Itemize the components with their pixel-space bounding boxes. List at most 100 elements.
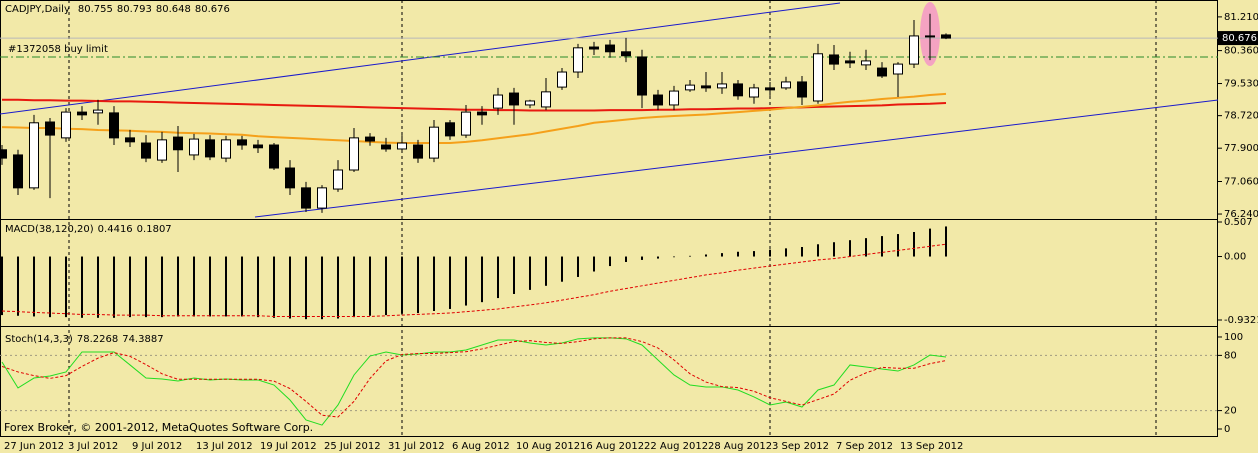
x-tick-label: 19 Jul 2012 [260, 441, 317, 452]
y-tick-label: 79.530 [1224, 79, 1258, 90]
footer: Forex Broker, © 2001-2012, MetaQuotes So… [4, 421, 313, 434]
candle-body [733, 83, 743, 97]
candle-body [365, 136, 375, 142]
candle-body [589, 46, 599, 50]
candle-body [797, 81, 807, 98]
candle-body [125, 137, 135, 143]
candle-body [925, 35, 935, 38]
candle-body [269, 144, 279, 169]
x-tick-label: 22 Aug 2012 [644, 441, 708, 452]
x-tick-label: 13 Jul 2012 [196, 441, 253, 452]
current-price: 80.676 [1222, 33, 1257, 44]
open: 80.755 [78, 4, 113, 15]
candle-body [941, 34, 951, 39]
x-tick-label: 3 Jul 2012 [68, 441, 118, 452]
candle-body [237, 139, 247, 146]
main-header: CADJPY,Daily 80.755 80.793 80.648 80.676 [5, 4, 230, 15]
candle-body [877, 67, 887, 77]
macd-header: MACD(38,120,20) 0.4416 0.1807 [5, 224, 172, 235]
candle-body [301, 187, 311, 209]
candle-body [253, 144, 263, 149]
low: 80.648 [156, 4, 191, 15]
candle-body [93, 109, 103, 114]
candle-body [429, 126, 439, 159]
x-tick-label: 9 Jul 2012 [132, 441, 182, 452]
stoch-header: Stoch(14,3,3) 78.2268 74.3887 [5, 334, 164, 345]
candle-body [637, 56, 647, 96]
y-tick-label: 78.720 [1224, 111, 1258, 122]
candle-body [605, 44, 615, 53]
signal-value: 0.1807 [137, 224, 172, 235]
x-tick-label: 28 Aug 2012 [708, 441, 772, 452]
y-tick-label: 80 [1224, 350, 1237, 361]
x-tick-label: 13 Sep 2012 [900, 441, 963, 452]
candle-body [141, 142, 151, 159]
period-separators [68, 0, 1157, 437]
candle-body [397, 142, 407, 150]
trendline [254, 99, 1219, 218]
candle-body [173, 136, 183, 151]
y-tick-label: 77.060 [1224, 177, 1258, 188]
indicator-line [1, 337, 947, 426]
candle-body [525, 100, 535, 106]
x-tick-label: 10 Aug 2012 [516, 441, 580, 452]
x-tick-label: 27 Jun 2012 [4, 441, 64, 452]
indicator-line [2, 98, 947, 112]
y-tick-label: 76.240 [1224, 209, 1258, 220]
y-tick-label: 80.360 [1224, 46, 1258, 57]
candle-body [749, 87, 759, 98]
candle-body [669, 90, 679, 106]
indicator-line [1, 337, 947, 418]
candle-body [653, 94, 663, 106]
candle-body [621, 51, 631, 57]
x-tick-label: 7 Sep 2012 [836, 441, 893, 452]
candle-body [765, 87, 775, 91]
symbol: CADJPY,Daily [5, 4, 70, 15]
candle-body [189, 138, 199, 156]
candle-body [781, 81, 791, 89]
candle-body [557, 71, 567, 88]
y-tick-label: 0.507 [1224, 217, 1253, 228]
candle-body [109, 112, 119, 139]
y-tick-label: 77.900 [1224, 143, 1258, 154]
candle-body [413, 144, 423, 159]
candle-body [61, 111, 71, 139]
x-tick-label: 16 Aug 2012 [580, 441, 644, 452]
signal-value: 74.3887 [122, 334, 163, 345]
candle-body [509, 92, 519, 106]
main-value: 78.2268 [77, 334, 118, 345]
indicator-name: MACD(38,120,20) [5, 224, 94, 235]
frame [0, 0, 1218, 437]
high: 80.793 [117, 4, 152, 15]
y-tick-label: 20 [1224, 406, 1237, 417]
candle-body [829, 54, 839, 65]
candle-body [493, 94, 503, 109]
candle-body [29, 122, 39, 189]
candle-body [909, 35, 919, 65]
indicator-name: Stoch(14,3,3) [5, 334, 73, 345]
candle-body [13, 154, 23, 189]
candle-body [381, 144, 391, 150]
y-tick-label: 81.210 [1224, 12, 1258, 23]
x-tick-label: 6 Aug 2012 [452, 441, 510, 452]
candle-body [893, 63, 903, 75]
macd-value: 0.4416 [98, 224, 133, 235]
candle-body [861, 60, 871, 66]
candle-body [461, 111, 471, 136]
candle-body [333, 169, 343, 190]
plot-border [0, 0, 1218, 437]
y-tick-label: 0 [1224, 424, 1230, 435]
close: 80.676 [195, 4, 230, 15]
candle-body [317, 187, 327, 209]
candle-body [157, 139, 167, 161]
x-tick-label: 25 Jul 2012 [324, 441, 381, 452]
price-box [1218, 31, 1258, 46]
candle-body [445, 122, 455, 137]
candle-body [77, 111, 87, 116]
candle-body [813, 53, 823, 102]
indicator-line [1, 92, 947, 145]
y-tick-label: 100 [1224, 332, 1243, 343]
candle-body [717, 83, 727, 89]
